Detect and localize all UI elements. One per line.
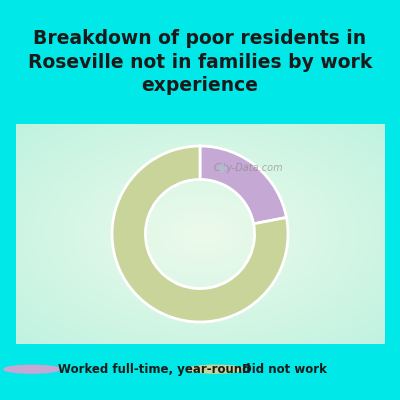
Text: Did not work: Did not work	[242, 363, 327, 376]
Wedge shape	[112, 146, 288, 322]
Circle shape	[4, 365, 60, 373]
Text: City-Data.com: City-Data.com	[214, 163, 283, 173]
Text: Breakdown of poor residents in
Roseville not in families by work
experience: Breakdown of poor residents in Roseville…	[28, 29, 372, 95]
Circle shape	[188, 365, 244, 373]
Text: ●: ●	[218, 163, 226, 173]
Wedge shape	[200, 146, 286, 224]
Text: Worked full-time, year-round: Worked full-time, year-round	[58, 363, 250, 376]
